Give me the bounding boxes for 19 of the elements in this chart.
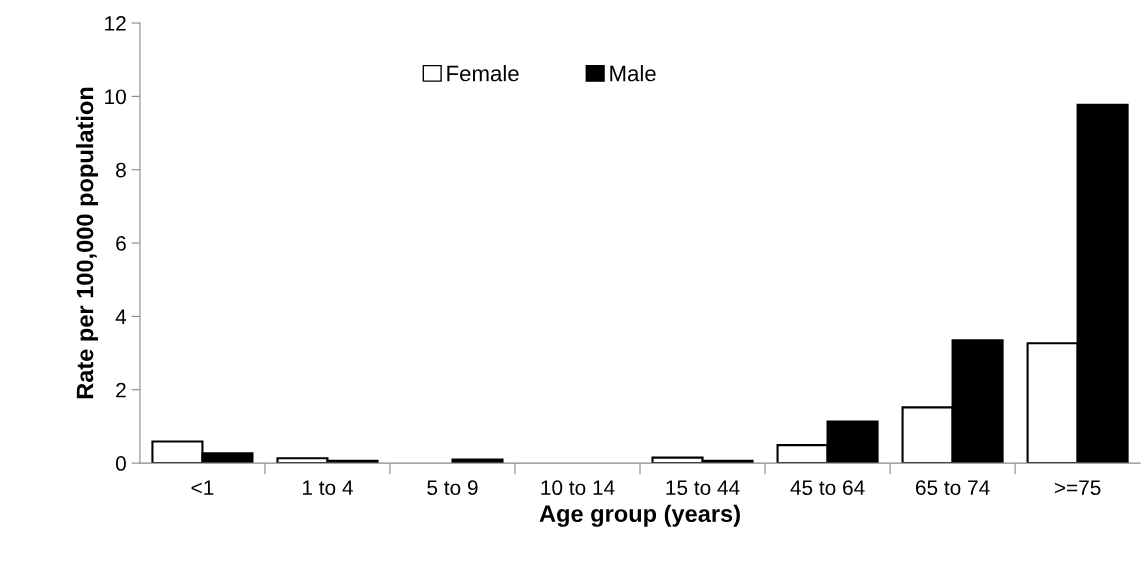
- x-tick-label: 45 to 64: [790, 480, 865, 496]
- y-axis-title: Rate per 100,000 population: [76, 87, 99, 399]
- x-tick-label: 65 to 74: [916, 480, 990, 496]
- y-tick-label: 0: [115, 456, 126, 471]
- x-tick-label: 5 to 9: [427, 480, 478, 496]
- legend-label: Female: [447, 65, 519, 82]
- y-tick-label: 6: [116, 236, 126, 251]
- y-tick-label: 12: [105, 16, 126, 31]
- x-axis-title: Age group (years): [539, 504, 740, 527]
- y-tick-label: 4: [115, 309, 127, 324]
- legend-label: Male: [610, 65, 656, 82]
- x-tick-label: 1 to 4: [303, 480, 353, 496]
- x-tick-label: 15 to 44: [666, 480, 740, 496]
- x-tick-label: <1: [191, 480, 214, 495]
- x-tick-label: 10 to 14: [541, 480, 615, 496]
- y-tick-label: 10: [105, 89, 126, 105]
- y-tick-label: 8: [116, 162, 126, 178]
- y-tick-label: 2: [116, 382, 126, 398]
- x-tick-label: >=75: [1054, 480, 1101, 496]
